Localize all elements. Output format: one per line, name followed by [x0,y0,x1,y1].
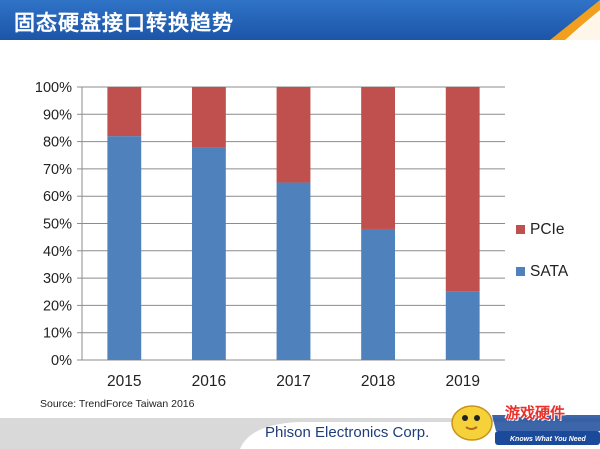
page-title: 固态硬盘接口转换趋势 [14,11,234,35]
header-bar: 固态硬盘接口转换趋势 [0,0,600,40]
x-tick-label: 2019 [445,373,479,390]
x-tick-label: 2015 [107,373,141,390]
legend-swatch-sata [516,267,525,276]
y-tick-label: 10% [43,326,72,342]
y-tick-label: 100% [35,80,72,96]
y-tick-label: 30% [43,271,72,287]
y-tick-label: 80% [43,135,72,151]
x-tick-label: 2018 [361,373,395,390]
bar-pcie-2017 [276,87,311,183]
y-tick-label: 20% [43,298,72,314]
pcgamer-logo [451,405,600,445]
legend-label-sata: SATA [530,263,569,280]
source-note: Source: TrendForce Taiwan 2016 [40,398,195,410]
bar-pcie-2015 [107,87,142,137]
y-tick-label: 50% [43,217,72,233]
y-tick-label: 0% [51,353,72,369]
y-tick-label: 40% [43,244,72,260]
y-tick-label: 90% [43,107,72,123]
bar-pcie-2019 [445,87,480,292]
bar-pcie-2016 [191,87,226,148]
stacked-bar-chart: 0% 10% 20% 30% 40% 50% 60% 70% 80% 90% 100% 2015 201… [35,80,569,390]
bar-sata-2017 [276,182,311,360]
header-swoosh-decoration [550,0,600,40]
bar-pcie-2018 [361,87,396,229]
bar-sata-2018 [361,228,396,360]
x-tick-label: 2016 [192,373,226,390]
company-name: Phison Electronics Corp. [265,424,430,441]
legend-label-pcie: PCIe [530,221,564,238]
bar-sata-2015 [107,136,142,360]
bar-sata-2016 [191,147,226,360]
y-tick-label: 70% [43,162,72,178]
y-tick-label: 60% [43,189,72,205]
bar-sata-2019 [445,291,480,360]
watermark-slogan: Knows What You Need [510,436,586,443]
legend-swatch-pcie [516,225,525,234]
x-tick-label: 2017 [276,373,310,390]
watermark-brand: 游戏硬件 [505,404,566,422]
